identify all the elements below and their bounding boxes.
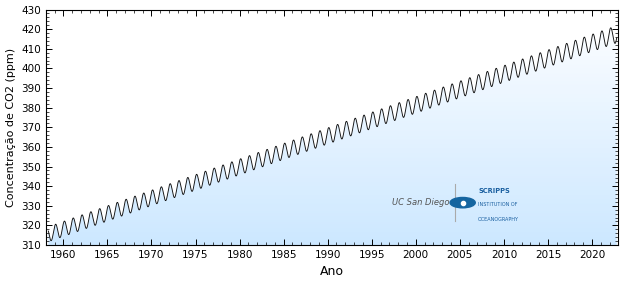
Text: UC San Diego: UC San Diego	[392, 198, 449, 207]
Text: OCEANOGRAPHY: OCEANOGRAPHY	[478, 217, 519, 222]
X-axis label: Ano: Ano	[320, 266, 344, 278]
Text: INSTITUTION OF: INSTITUTION OF	[478, 202, 517, 208]
Text: SCRIPPS: SCRIPPS	[478, 188, 510, 194]
Circle shape	[450, 197, 475, 208]
Y-axis label: Concentração de CO2 (ppm): Concentração de CO2 (ppm)	[6, 48, 16, 207]
